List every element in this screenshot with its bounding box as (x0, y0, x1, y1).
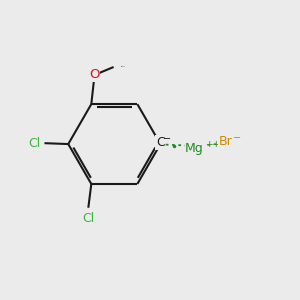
Text: Br: Br (219, 136, 233, 148)
Text: ++: ++ (205, 140, 220, 148)
Text: Cl: Cl (82, 212, 94, 225)
Text: O: O (89, 68, 100, 81)
Text: Mg: Mg (185, 142, 204, 155)
Text: C: C (156, 136, 165, 149)
Text: methyl: methyl (121, 65, 126, 67)
Text: −: − (163, 134, 171, 144)
Text: Cl: Cl (28, 137, 40, 150)
Text: −: − (233, 134, 241, 143)
